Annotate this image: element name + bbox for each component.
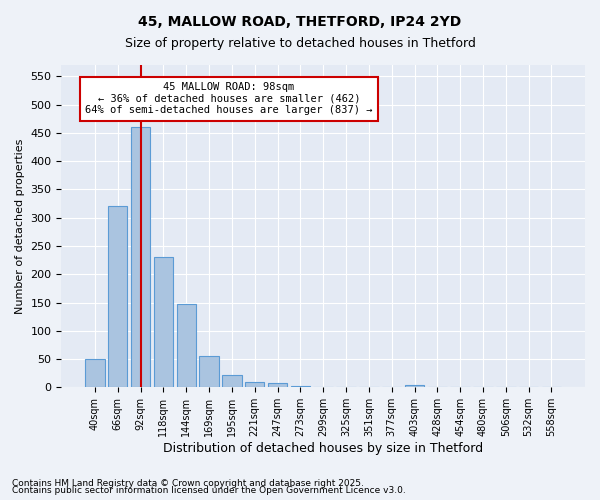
Y-axis label: Number of detached properties: Number of detached properties (15, 138, 25, 314)
Bar (108, 206, 127, 388)
X-axis label: Distribution of detached houses by size in Thetford: Distribution of detached houses by size … (163, 442, 483, 455)
Text: Contains HM Land Registry data © Crown copyright and database right 2025.: Contains HM Land Registry data © Crown c… (12, 478, 364, 488)
Bar (290, 386, 310, 388)
Bar (313, 387, 333, 388)
Text: Size of property relative to detached houses in Thetford: Size of property relative to detached ho… (125, 38, 475, 51)
Bar (405, 384, 424, 388)
Text: 45, MALLOW ROAD, THETFORD, IP24 2YD: 45, MALLOW ROAD, THETFORD, IP24 2YD (139, 15, 461, 29)
Bar (268, 383, 287, 388)
Text: 45 MALLOW ROAD: 98sqm
← 36% of detached houses are smaller (462)
64% of semi-det: 45 MALLOW ROAD: 98sqm ← 36% of detached … (85, 82, 373, 116)
Bar (245, 382, 265, 388)
Bar (85, 359, 104, 388)
Bar (154, 258, 173, 388)
Bar (222, 375, 242, 388)
Text: Contains public sector information licensed under the Open Government Licence v3: Contains public sector information licen… (12, 486, 406, 495)
Bar (199, 356, 219, 388)
Bar (131, 127, 150, 388)
Bar (176, 304, 196, 388)
